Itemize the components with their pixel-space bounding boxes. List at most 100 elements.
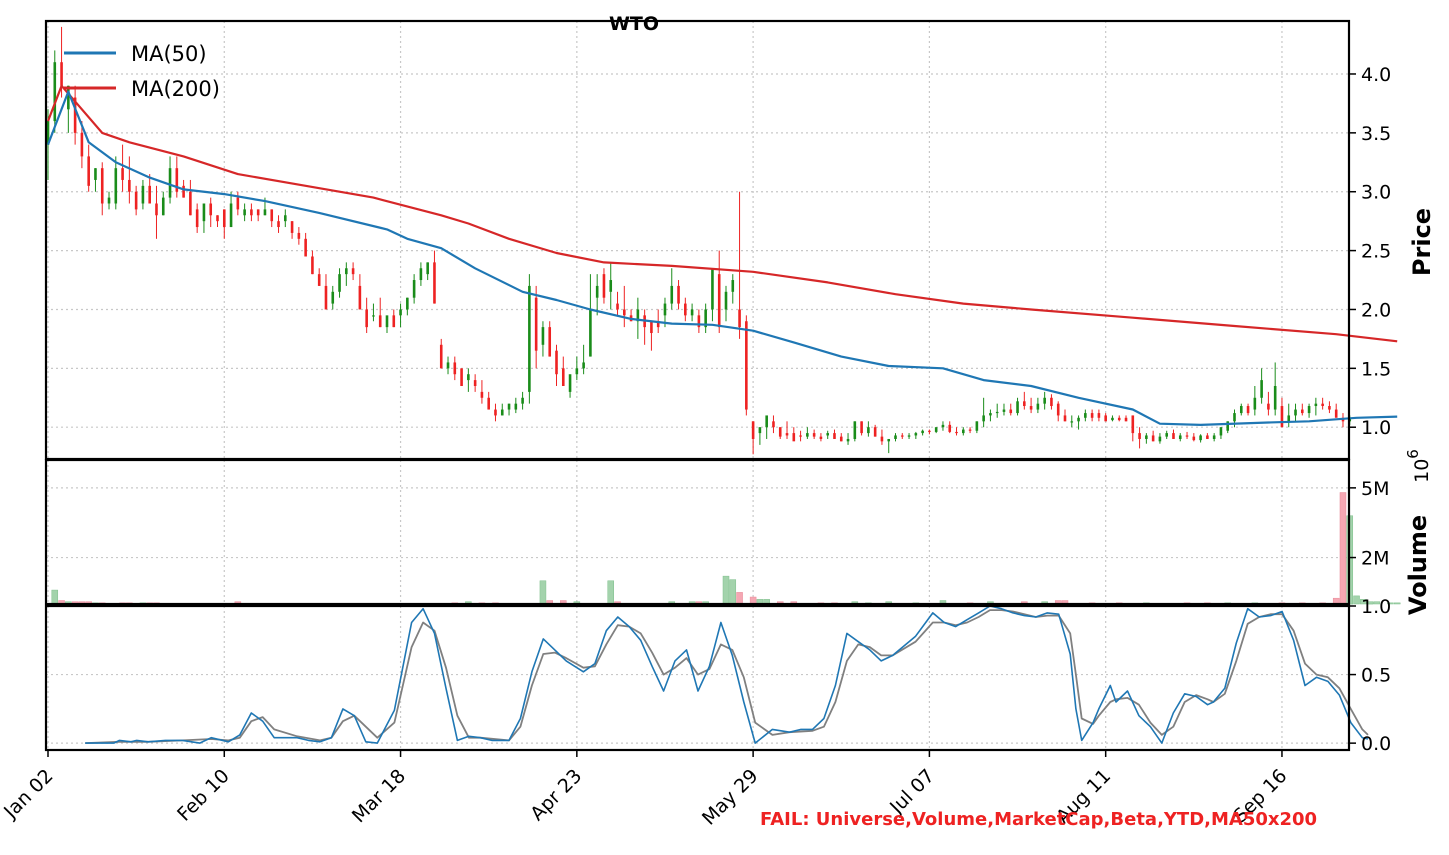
candle-body (446, 362, 450, 369)
candle-body (175, 168, 179, 192)
candle-body (1206, 435, 1209, 439)
volume-bar (1393, 602, 1401, 605)
candle-body (87, 156, 90, 186)
candle-body (819, 436, 823, 439)
candle-body (331, 291, 335, 304)
price-axis-tick-label: 2.5 (1361, 241, 1391, 263)
candle-body (392, 315, 396, 328)
candle-body (995, 411, 999, 414)
candle-body (1145, 435, 1148, 439)
candle-body (297, 232, 301, 239)
ma200-line (46, 84, 1398, 343)
candle-body (907, 435, 911, 437)
price-axis-tick-label: 4.0 (1361, 64, 1391, 86)
candle-body (717, 274, 721, 328)
candle-body (534, 297, 538, 351)
candle-body (1165, 433, 1168, 437)
candle-body (704, 309, 707, 328)
candle-body (1111, 417, 1114, 421)
candle-body (229, 203, 233, 228)
candle-body (1172, 433, 1175, 439)
x-tick-label: Feb 10 (173, 765, 234, 826)
candle-body (494, 409, 497, 416)
volume-axis-tick-label: 2M (1361, 548, 1389, 570)
candle-body (53, 62, 57, 122)
candle-body (277, 221, 280, 228)
candle-body (772, 421, 775, 428)
volume-bar (1339, 492, 1347, 605)
candle-body (155, 203, 158, 216)
candle-body (304, 238, 307, 257)
candle-body (1077, 417, 1080, 422)
candle-body (1233, 413, 1236, 422)
candle-body (1260, 380, 1263, 398)
candle-body (500, 409, 504, 416)
volume-bar (607, 580, 614, 605)
candle-body (1199, 435, 1202, 441)
candle-body (433, 262, 436, 304)
candle-body (521, 397, 524, 404)
candle-body (860, 421, 863, 434)
candle-body (751, 421, 755, 439)
price-axis-label: Price (1408, 208, 1436, 276)
volume-bar (1360, 599, 1367, 605)
candle-body (1002, 409, 1006, 412)
candle-body (1294, 409, 1297, 416)
candle-body (826, 433, 829, 436)
candle-body (1124, 417, 1128, 422)
candle-body (528, 285, 531, 392)
candle-body (663, 303, 667, 316)
candle-body (975, 421, 979, 431)
stoch-axis-tick-label: 0.0 (1361, 733, 1391, 755)
candle-body (100, 168, 104, 204)
candle-body (602, 274, 606, 298)
candle-body (134, 191, 138, 210)
candle-body (168, 168, 172, 198)
candle-body (812, 433, 816, 437)
candle-body (487, 397, 490, 410)
candle-body (778, 427, 782, 437)
candle-body (270, 209, 274, 222)
candle-body (839, 436, 843, 442)
candle-body (250, 209, 253, 216)
candle-body (833, 433, 836, 439)
candle-body (1321, 403, 1324, 407)
candle-body (548, 327, 552, 357)
candle-body (256, 209, 260, 216)
candle-body (670, 285, 674, 304)
candle-body (460, 368, 463, 386)
candle-body (1273, 386, 1277, 410)
candle-body (1267, 403, 1270, 410)
volume-axis-label: Volume (1404, 515, 1432, 615)
candle-body (684, 303, 687, 316)
candle-body (1036, 403, 1040, 410)
price-axis-tick-label: 1.0 (1361, 417, 1391, 439)
candle-body (243, 209, 246, 216)
candle-body (894, 435, 897, 439)
candle-body (656, 321, 660, 328)
candle-body (365, 309, 368, 328)
stoch-axis-tick-label: 1.0 (1361, 596, 1391, 618)
candle-body (955, 431, 958, 434)
candle-body (1287, 415, 1291, 422)
candle-body (880, 436, 884, 442)
candle-body (948, 424, 952, 432)
legend-label-ma200: MA(200) (131, 77, 220, 101)
candle-body (982, 415, 985, 422)
candle-body (921, 430, 924, 434)
candle-body (236, 197, 240, 210)
volume-bar (1366, 601, 1374, 605)
candle-body (1029, 406, 1033, 410)
candle-body (514, 403, 518, 410)
candle-body (1212, 435, 1216, 439)
candle-body (216, 215, 219, 222)
volume-bar (539, 580, 547, 605)
candle-body (338, 274, 341, 292)
price-panel-frame (44, 19, 1351, 461)
candle-body (351, 268, 355, 275)
candle-body (1104, 415, 1107, 422)
candle-body (284, 215, 287, 222)
candle-body (453, 362, 457, 375)
candle-body (317, 274, 321, 286)
x-tick-label: Apr 23 (526, 765, 586, 825)
